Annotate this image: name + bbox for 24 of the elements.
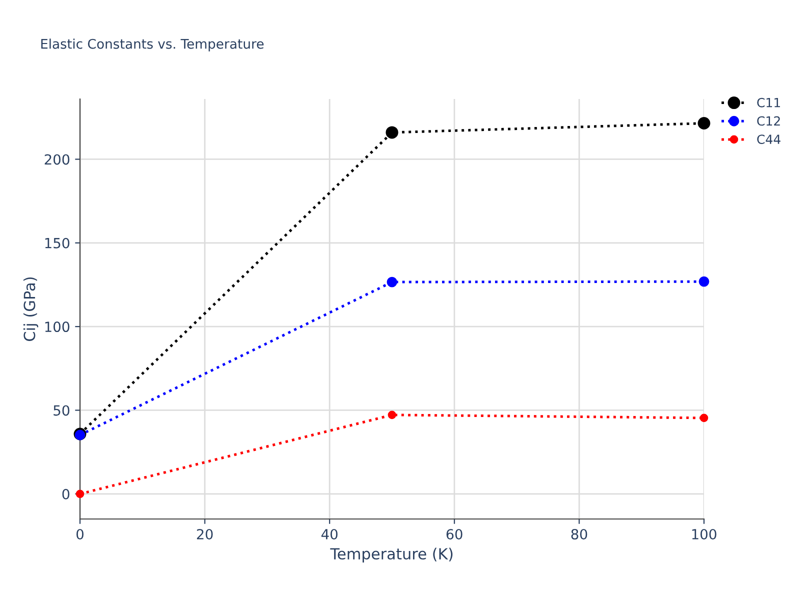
x-tick-label: 80	[571, 528, 588, 540]
x-tick-label: 60	[446, 528, 462, 540]
x-tick-label: 0	[76, 528, 84, 540]
chart-title: Elastic Constants vs. Temperature	[41, 38, 264, 52]
point	[386, 276, 398, 288]
y-tick-label: 150	[45, 238, 70, 248]
y-tick-label: 50	[54, 405, 70, 416]
point	[76, 490, 84, 498]
x-axis-title: Temperature (K)	[330, 548, 452, 563]
point	[388, 410, 396, 420]
x-tick-label: 20	[196, 528, 213, 540]
x-tick-label: 100	[692, 528, 716, 540]
point	[386, 126, 398, 139]
y-axis-title: Cij (GPa)	[23, 277, 38, 341]
y-tick-label: 100	[45, 322, 70, 332]
y-tick-label: 0	[62, 488, 70, 500]
legend-label: C12	[757, 116, 780, 126]
legend-label: C44	[757, 134, 780, 144]
point	[698, 117, 710, 130]
y-tick-label: 200	[44, 154, 70, 165]
point	[700, 414, 708, 422]
legend-label: C11	[757, 98, 780, 108]
point	[698, 276, 710, 287]
x-tick-label: 40	[321, 528, 338, 540]
